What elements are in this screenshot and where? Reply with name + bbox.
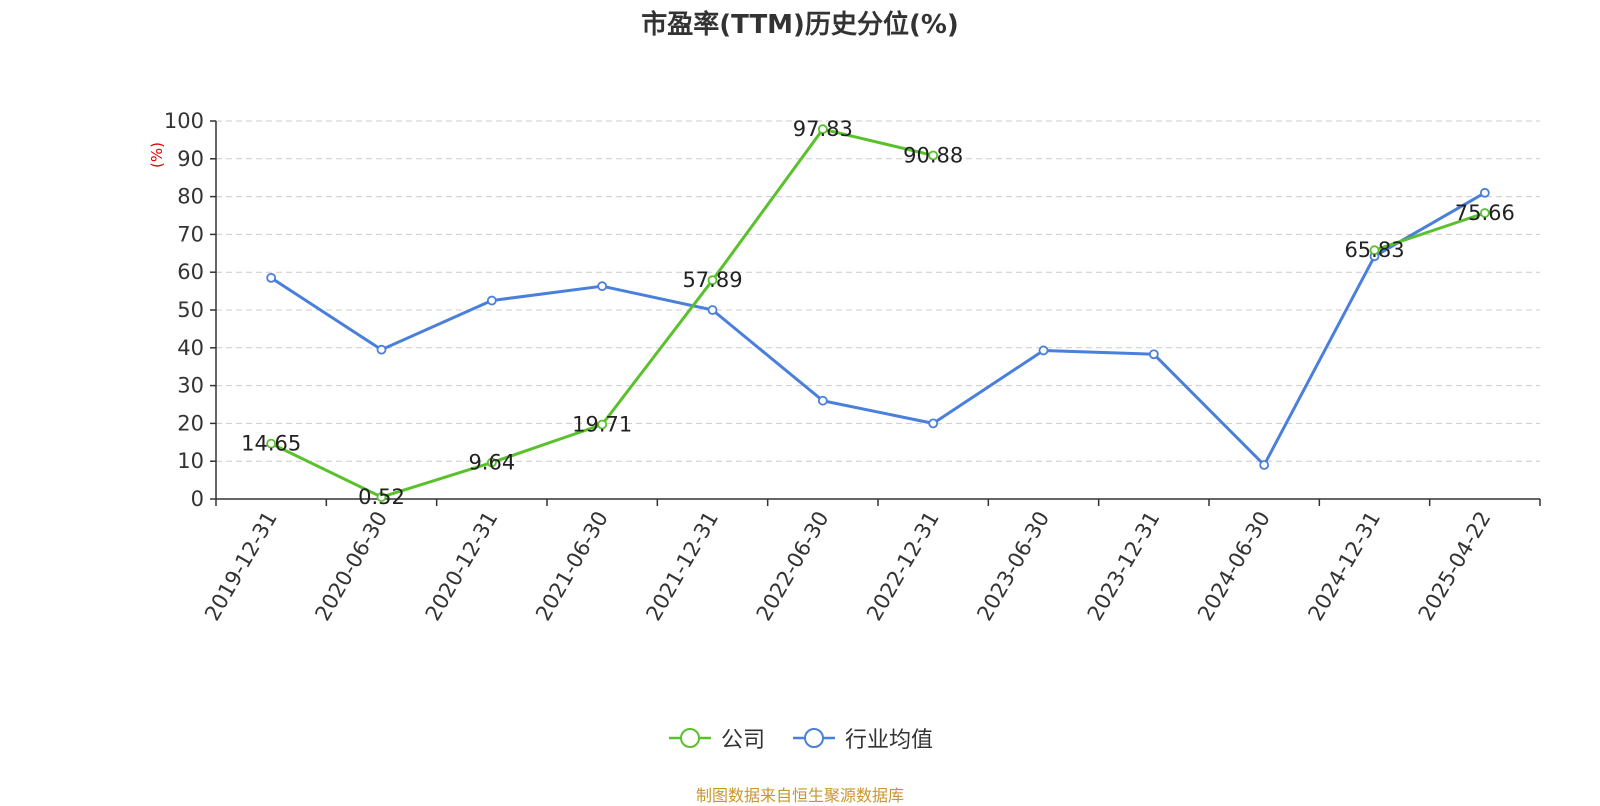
y-tick-label: 40 bbox=[177, 336, 204, 360]
x-tick-label: 2019-12-31 bbox=[200, 507, 282, 625]
data-label: 75.66 bbox=[1455, 201, 1515, 225]
y-axis-label: (%) bbox=[148, 142, 166, 168]
data-label: 19.71 bbox=[572, 412, 632, 436]
data-point[interactable] bbox=[376, 492, 387, 502]
series-line-0 bbox=[1374, 211, 1486, 252]
data-label: 90.88 bbox=[903, 143, 963, 167]
x-tick-label: 2021-12-31 bbox=[641, 507, 723, 625]
series-line-0 bbox=[270, 127, 934, 499]
data-point[interactable] bbox=[597, 419, 608, 430]
x-tick-label: 2024-12-31 bbox=[1303, 507, 1385, 625]
data-point[interactable] bbox=[1259, 460, 1270, 470]
data-point[interactable] bbox=[1038, 345, 1049, 356]
data-point[interactable] bbox=[266, 272, 277, 283]
x-tick-label: 2022-06-30 bbox=[752, 507, 834, 625]
y-tick-label: 50 bbox=[177, 298, 204, 322]
y-tick-label: 90 bbox=[177, 147, 204, 171]
data-point[interactable] bbox=[1479, 208, 1490, 218]
legend-item-company[interactable]: 公司 bbox=[667, 722, 765, 754]
data-label: 9.64 bbox=[468, 451, 515, 475]
source-note: 制图数据来自恒生聚源数据库 bbox=[695, 786, 904, 805]
data-label: 0.52 bbox=[358, 485, 405, 509]
series-lines bbox=[266, 124, 1490, 502]
y-tick-label: 30 bbox=[177, 374, 204, 398]
data-label: 14.65 bbox=[241, 432, 301, 456]
y-tick-label: 10 bbox=[177, 449, 204, 473]
chart-title: 市盈率(TTM)历史分位(%) bbox=[641, 10, 959, 40]
legend-label-company: 公司 bbox=[720, 728, 765, 753]
data-point[interactable] bbox=[486, 295, 497, 306]
data-point[interactable] bbox=[817, 124, 828, 135]
series-line-1 bbox=[270, 191, 1486, 467]
axes: 0 10 20 30 40 50 60 70 80 90 100 (%) 2019-12-31 2020-… bbox=[148, 109, 1541, 625]
x-tick-label: 2024-06-30 bbox=[1193, 507, 1275, 625]
data-point[interactable] bbox=[1369, 245, 1380, 256]
data-point[interactable] bbox=[376, 344, 387, 355]
data-labels: 14.65 0.52 9.64 19.71 57.89 97.83 90.88 65.83 75… bbox=[241, 117, 1515, 509]
legend-label-industry-average: 行业均值 bbox=[845, 728, 934, 753]
y-tick-label: 20 bbox=[177, 411, 204, 435]
legend-company-marker-icon bbox=[668, 728, 711, 748]
data-point[interactable] bbox=[707, 305, 718, 315]
x-tick-label: 2020-06-30 bbox=[310, 507, 392, 625]
data-label: 65.83 bbox=[1344, 238, 1404, 262]
grid-lines bbox=[216, 120, 1540, 462]
data-point[interactable] bbox=[486, 457, 497, 468]
x-tick-label: 2023-12-31 bbox=[1083, 507, 1165, 625]
data-point[interactable] bbox=[928, 418, 939, 429]
x-tick-label: 2022-12-31 bbox=[862, 507, 944, 625]
y-tick-label: 100 bbox=[164, 109, 204, 133]
y-tick-label: 0 bbox=[191, 487, 204, 511]
y-tick-label: 70 bbox=[177, 222, 204, 246]
data-point[interactable] bbox=[1479, 187, 1490, 198]
data-point[interactable] bbox=[928, 150, 939, 161]
data-point[interactable] bbox=[597, 281, 608, 292]
x-tick-label: 2025-04-22 bbox=[1414, 507, 1496, 625]
y-tick-label: 60 bbox=[177, 260, 204, 284]
data-point[interactable] bbox=[707, 275, 718, 286]
data-point[interactable] bbox=[1148, 349, 1159, 360]
data-label: 57.89 bbox=[682, 268, 742, 292]
legend-item-industry-average[interactable]: 行业均值 bbox=[791, 722, 933, 754]
data-point[interactable] bbox=[817, 395, 828, 406]
x-tick-label: 2021-06-30 bbox=[531, 507, 613, 625]
x-tick-label: 2023-06-30 bbox=[972, 507, 1054, 625]
y-tick-label: 80 bbox=[177, 185, 204, 209]
legend: 公司 行业均值 bbox=[0, 722, 1600, 754]
legend-industry-marker-icon bbox=[793, 728, 835, 748]
data-point[interactable] bbox=[266, 438, 277, 449]
x-tick-label: 2020-12-31 bbox=[421, 507, 503, 625]
data-label: 97.83 bbox=[793, 117, 853, 141]
